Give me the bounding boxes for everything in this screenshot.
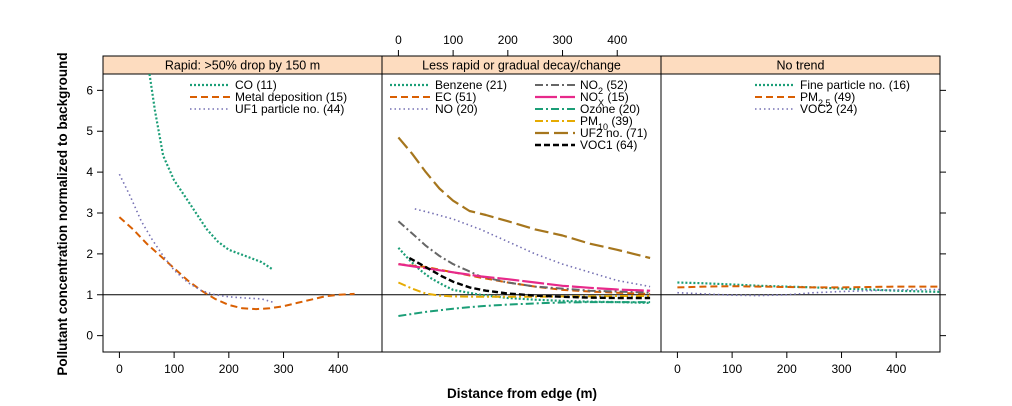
x-tick-label: 0 (116, 362, 123, 376)
legend-label: UF1 particle no. (44) (235, 102, 344, 116)
x-axis-title: Distance from edge (m) (447, 386, 597, 401)
panel-strip-label-2: Less rapid or gradual decay/change (422, 59, 621, 73)
series-line-voc2-24 (677, 288, 940, 297)
legend-label: Ozone (20) (580, 102, 640, 116)
legend-label: UF2 no. (71) (580, 126, 647, 140)
series-line-metal-deposition-15 (118, 216, 355, 311)
legend-label: NOX (15) (580, 90, 629, 108)
x-tick-label: 100 (164, 362, 184, 376)
x-tick-label: 300 (553, 33, 573, 47)
legend-label: NO2 (52) (580, 78, 628, 96)
x-tick-label: 400 (886, 362, 906, 376)
legend-layer: CO (11)Metal deposition (15)UF1 particle… (190, 78, 910, 152)
series-line-pm10-39 (397, 281, 651, 298)
series-line-voc1-64 (408, 256, 651, 300)
legend-label: NO (20) (435, 102, 478, 116)
x-tick-label: 200 (498, 33, 518, 47)
legend-label: PM2.5 (49) (800, 90, 855, 108)
series-line-uf2-no-71 (397, 136, 651, 260)
legend-label: CO (11) (235, 78, 277, 92)
y-tick-label: 0 (86, 329, 93, 343)
x-tick-label: 200 (219, 362, 239, 376)
series-line-no-20 (414, 208, 651, 288)
x-tick-label: 100 (443, 33, 463, 47)
x-tick-label: 100 (722, 362, 742, 376)
series-line-pm2-5-49 (677, 285, 940, 289)
series-line-uf1-particle-no-44 (118, 173, 276, 304)
x-tick-label: 400 (328, 362, 348, 376)
y-tick-label: 3 (86, 206, 93, 220)
y-tick-label: 2 (86, 247, 93, 261)
series-line-nox-15 (398, 263, 651, 292)
panel-strip-label-3: No trend (777, 59, 825, 73)
y-axis-title: Pollutant concentration normalized to ba… (55, 52, 70, 375)
x-tick-label: 0 (395, 33, 402, 47)
x-tick-label: 400 (607, 33, 627, 47)
x-tick-label: 0 (674, 362, 681, 376)
series-line-ozone-20 (398, 301, 651, 317)
x-tick-label: 200 (777, 362, 797, 376)
x-tick-label: 300 (274, 362, 294, 376)
legend-label: VOC1 (64) (580, 138, 637, 152)
y-tick-label: 1 (86, 288, 93, 302)
series-line-ec-51 (398, 263, 651, 295)
legend-label: Metal deposition (15) (235, 90, 347, 104)
legend-label: Benzene (21) (435, 78, 507, 92)
panels-layer: Rapid: >50% drop by 150 m0 100 200 300 400Le… (86, 33, 946, 376)
legend-label: VOC2 (24) (800, 102, 857, 116)
legend-label: PM10 (39) (580, 114, 633, 132)
series-line-benzene-21 (397, 247, 651, 304)
y-tick-label: 6 (86, 83, 93, 97)
legend-label: EC (51) (435, 90, 476, 104)
panel-strip-label-1: Rapid: >50% drop by 150 m (165, 59, 320, 73)
x-tick-label: 300 (832, 362, 852, 376)
y-tick-label: 5 (86, 124, 93, 138)
legend-label: Fine particle no. (16) (800, 78, 910, 92)
y-tick-label: 4 (86, 165, 93, 179)
